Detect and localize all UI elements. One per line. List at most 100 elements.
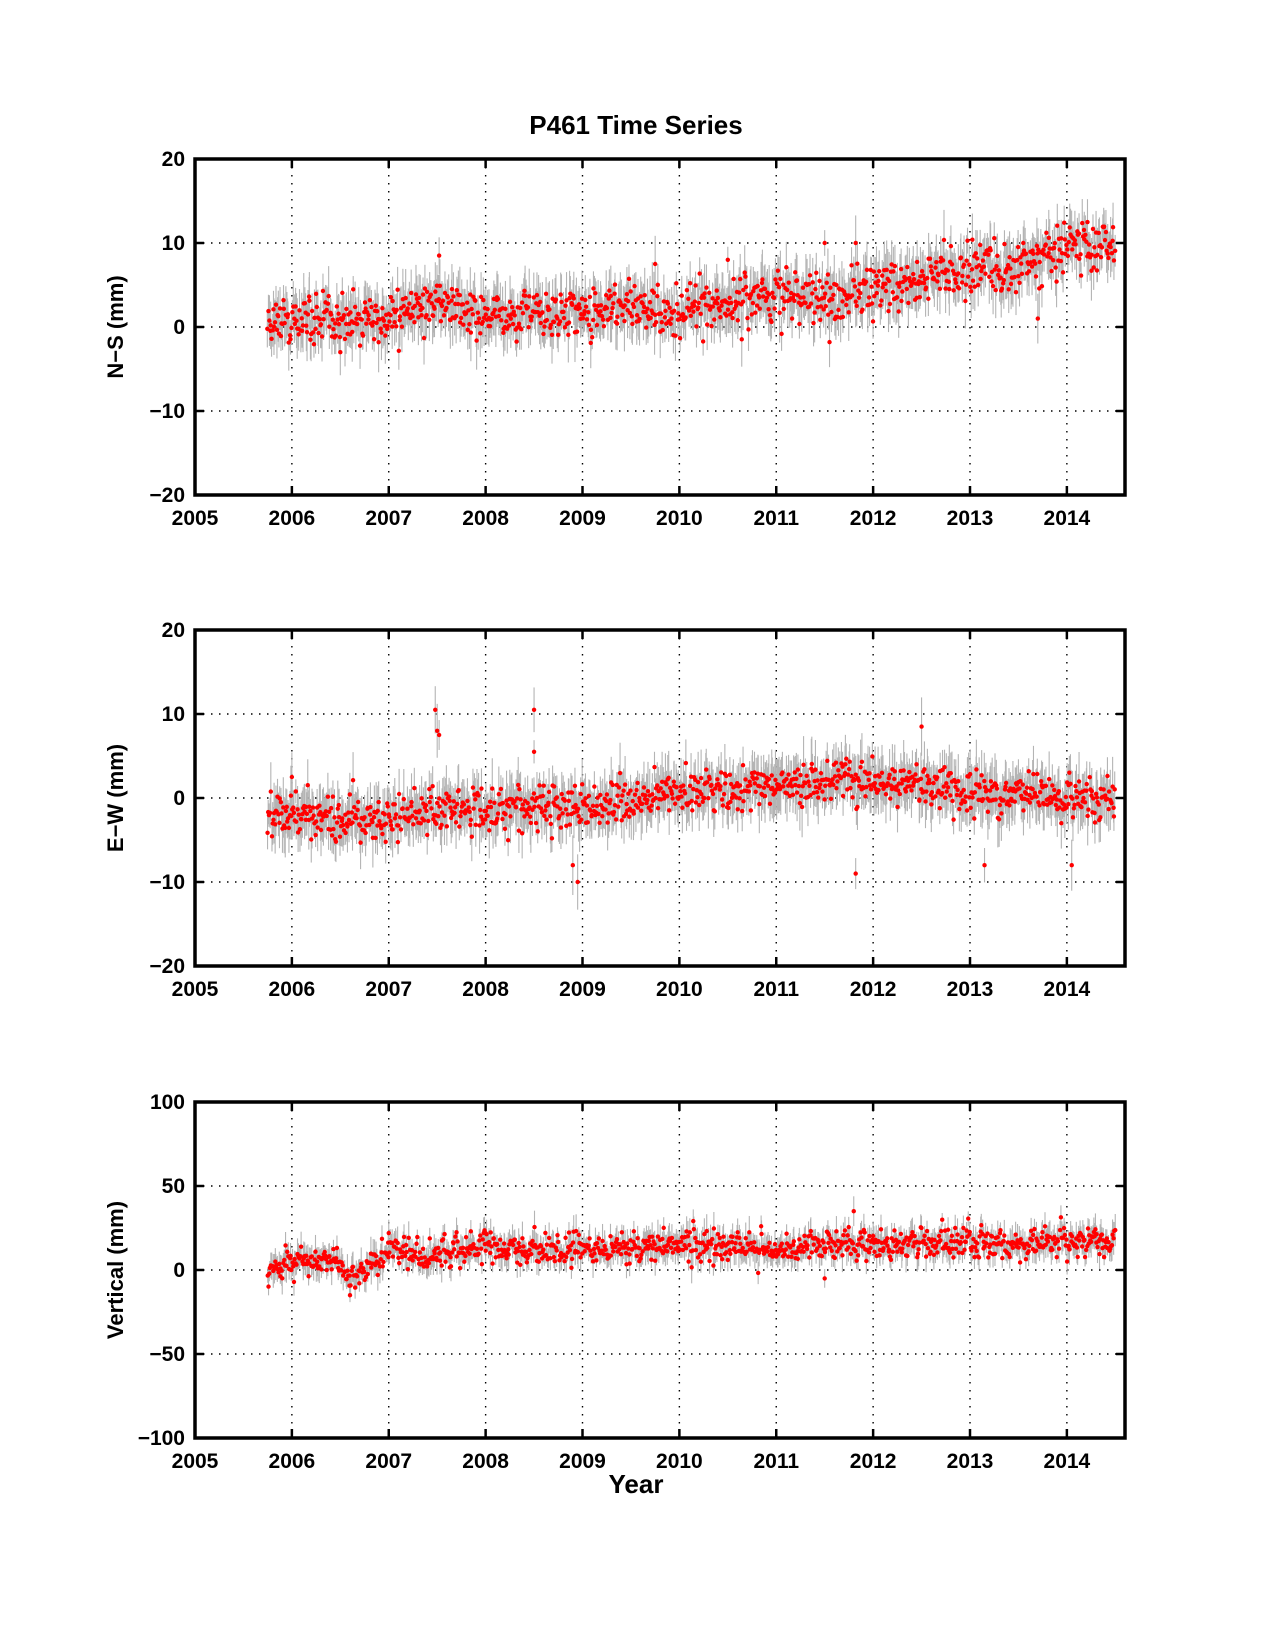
- data-point: [432, 306, 437, 311]
- data-point: [269, 336, 274, 342]
- data-point: [412, 320, 417, 325]
- data-point: [742, 270, 747, 275]
- data-point: [1067, 770, 1072, 775]
- data-point: [963, 282, 969, 287]
- data-point: [309, 308, 315, 314]
- data-point: [784, 776, 789, 782]
- data-point: [825, 272, 831, 277]
- data-point: [608, 293, 614, 299]
- data-point: [349, 810, 355, 815]
- data-point: [1084, 788, 1089, 793]
- data-point: [519, 326, 524, 332]
- data-point: [605, 820, 610, 825]
- data-point: [677, 336, 683, 341]
- data-point: [715, 301, 720, 306]
- data-point: [548, 821, 554, 827]
- data-point: [1063, 794, 1069, 800]
- data-point: [695, 794, 700, 800]
- data-point: [766, 306, 771, 312]
- data-point: [710, 791, 716, 797]
- data-point: [590, 335, 595, 340]
- data-point: [627, 814, 632, 819]
- data-point: [517, 786, 522, 792]
- data-point: [366, 317, 371, 322]
- data-point: [476, 316, 482, 321]
- data-point: [769, 773, 774, 778]
- data-point: [704, 767, 709, 772]
- data-point: [968, 289, 974, 294]
- data-point: [574, 329, 580, 334]
- data-point: [826, 312, 831, 317]
- x-tick-label: 2007: [365, 978, 412, 1001]
- data-point: [923, 285, 929, 290]
- x-tick-label: 2008: [462, 507, 509, 530]
- data-point: [726, 805, 731, 811]
- data-point: [669, 791, 675, 796]
- data-point: [579, 817, 584, 822]
- data-point: [597, 820, 602, 826]
- data-point: [534, 795, 540, 801]
- data-point: [1049, 800, 1054, 805]
- data-point: [946, 279, 952, 284]
- data-point: [1062, 237, 1068, 242]
- data-point: [355, 807, 360, 813]
- data-point: [1086, 242, 1092, 247]
- data-point: [308, 337, 313, 342]
- data-point: [632, 283, 637, 289]
- data-point: [818, 304, 824, 309]
- data-point: [662, 796, 667, 801]
- vertical-series: [265, 1196, 1118, 1303]
- data-point: [519, 831, 525, 836]
- data-point: [903, 789, 909, 794]
- data-point: [478, 807, 483, 813]
- data-point: [1080, 220, 1085, 226]
- data-point: [824, 280, 829, 285]
- data-point: [904, 286, 909, 292]
- data-point: [725, 257, 731, 262]
- data-point: [1095, 252, 1100, 258]
- data-point: [772, 306, 777, 311]
- data-point: [793, 782, 798, 788]
- data-point: [1043, 242, 1048, 247]
- data-point: [724, 313, 729, 318]
- data-point: [989, 279, 994, 284]
- data-point: [937, 286, 943, 292]
- data-point: [644, 325, 649, 330]
- data-point: [630, 798, 635, 804]
- data-point: [718, 770, 724, 775]
- data-point: [1092, 245, 1097, 250]
- data-point: [715, 295, 721, 301]
- data-point: [312, 315, 317, 321]
- data-point: [914, 259, 920, 265]
- data-point: [293, 819, 299, 824]
- data-point: [622, 318, 627, 324]
- data-point: [368, 804, 373, 810]
- data-point: [595, 795, 600, 800]
- data-point: [423, 803, 429, 808]
- data-point: [437, 283, 443, 288]
- data-point: [569, 790, 575, 795]
- data-point: [627, 310, 633, 316]
- data-point: [682, 791, 688, 796]
- data-point: [1098, 254, 1104, 260]
- data-point: [740, 762, 746, 768]
- data-point: [1078, 252, 1083, 257]
- data-point: [433, 707, 438, 712]
- data-point: [611, 301, 616, 306]
- data-point: [1013, 289, 1019, 295]
- data-point: [603, 293, 609, 298]
- data-point: [710, 304, 716, 309]
- data-point: [897, 791, 903, 797]
- data-point: [612, 282, 618, 287]
- data-point: [352, 304, 358, 310]
- data-point: [1084, 239, 1089, 244]
- data-point: [641, 304, 647, 310]
- data-point: [1020, 782, 1025, 787]
- data-point: [390, 298, 395, 304]
- data-point: [1066, 801, 1071, 807]
- data-point: [1021, 808, 1026, 813]
- data-point: [346, 817, 352, 823]
- data-point: [623, 811, 629, 817]
- data-point: [467, 809, 472, 815]
- data-point: [752, 781, 758, 786]
